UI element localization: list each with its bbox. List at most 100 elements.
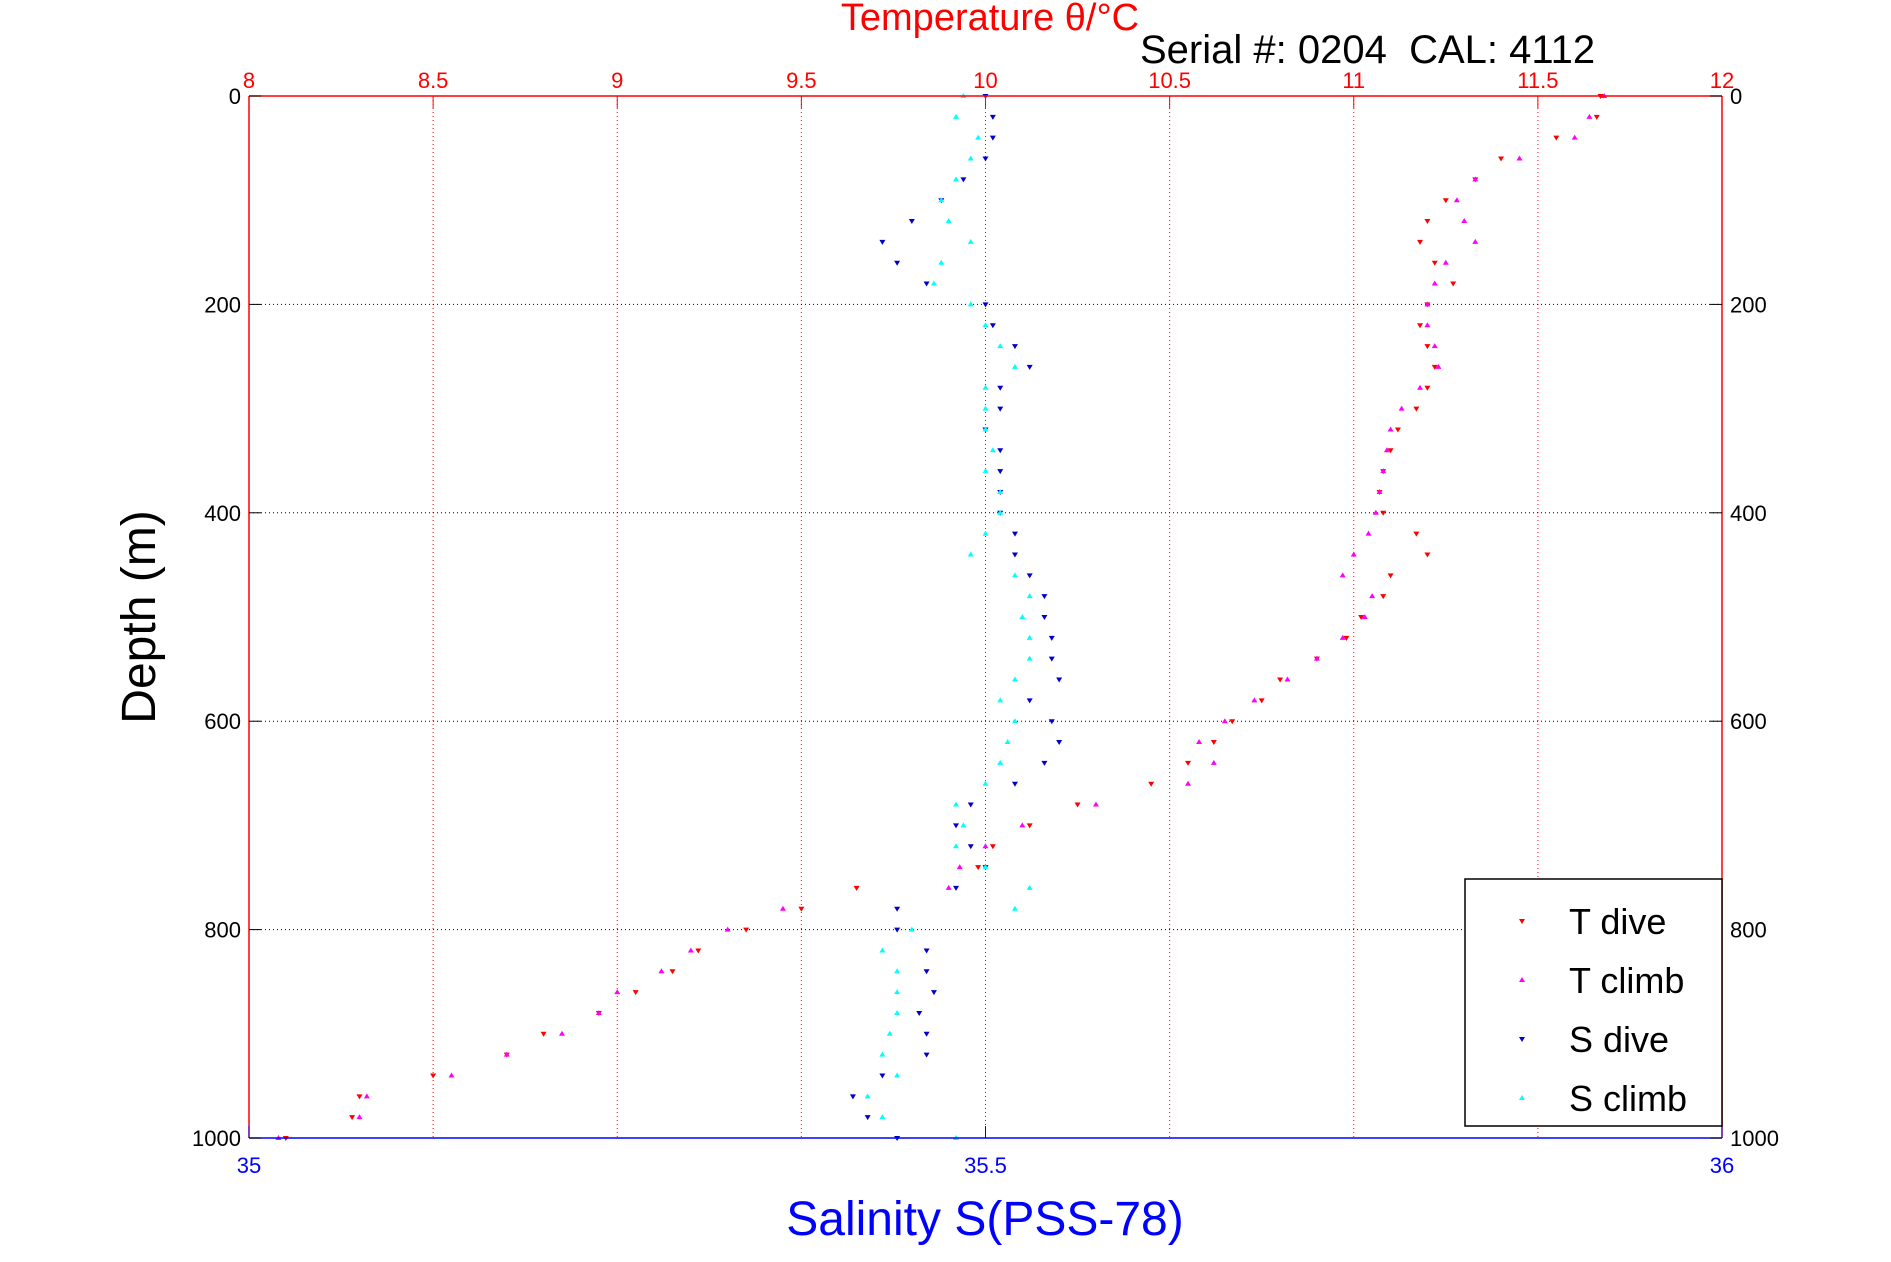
data-point	[503, 1051, 510, 1057]
data-point	[1424, 344, 1431, 350]
data-point	[916, 1010, 923, 1016]
data-point	[953, 113, 960, 119]
data-point	[938, 259, 945, 265]
data-point	[1424, 301, 1431, 307]
y-right-tick-label: 1000	[1730, 1126, 1779, 1151]
data-point	[1074, 802, 1081, 808]
data-point	[1011, 531, 1018, 537]
data-point	[960, 822, 967, 828]
data-point	[967, 844, 974, 850]
data-point	[1442, 259, 1449, 265]
x-top-tick-label: 10.5	[1148, 68, 1191, 93]
data-point	[894, 927, 901, 933]
x-top-tick-label: 9	[611, 68, 623, 93]
data-point	[798, 906, 805, 912]
data-point	[997, 385, 1004, 391]
data-point	[1358, 615, 1365, 620]
data-point	[975, 865, 982, 871]
data-point	[1056, 677, 1063, 683]
data-point	[1417, 323, 1424, 329]
data-point	[1011, 905, 1018, 911]
data-point	[632, 990, 639, 996]
data-point	[1593, 114, 1600, 120]
data-point	[1571, 134, 1578, 140]
data-point	[356, 1094, 363, 1100]
data-point	[1383, 447, 1390, 453]
legend-label: T dive	[1569, 901, 1666, 942]
data-point	[1586, 113, 1593, 119]
data-point	[1210, 759, 1217, 765]
data-point	[982, 384, 989, 390]
legend-label: S dive	[1569, 1019, 1669, 1060]
data-point	[989, 323, 996, 329]
data-point	[1258, 698, 1265, 704]
data-point	[1026, 884, 1033, 890]
x-top-tick-label: 8	[243, 68, 255, 93]
data-point	[1435, 363, 1442, 369]
data-point	[1424, 219, 1431, 225]
data-point	[989, 844, 996, 850]
x-top-tick-label: 12	[1710, 68, 1734, 93]
data-point	[349, 1115, 356, 1121]
data-point	[614, 989, 621, 995]
data-point	[595, 1009, 602, 1015]
data-point	[1041, 594, 1048, 600]
data-point	[864, 1093, 871, 1099]
data-point	[997, 488, 1004, 494]
data-point	[1048, 656, 1055, 662]
data-point	[1041, 615, 1048, 620]
data-point	[982, 780, 989, 786]
data-point	[1185, 760, 1192, 766]
data-point	[695, 948, 702, 954]
data-point	[945, 218, 952, 224]
data-point	[1011, 572, 1018, 578]
data-point	[853, 885, 860, 891]
data-point	[967, 802, 974, 808]
data-point	[1026, 655, 1033, 661]
data-point	[1516, 155, 1523, 161]
y-axis-label: Depth (m)	[113, 510, 166, 723]
data-point	[1380, 510, 1387, 516]
data-point	[1011, 781, 1018, 787]
data-point	[894, 906, 901, 912]
series-t-climb	[275, 93, 1608, 1140]
data-point	[879, 1073, 886, 1079]
data-point	[559, 1030, 566, 1036]
x-bottom-tick-label: 35	[237, 1153, 261, 1178]
data-point	[1365, 530, 1372, 536]
legend: T dive T climb S dive S climb	[1464, 878, 1723, 1127]
data-point	[1026, 698, 1033, 704]
data-point	[967, 238, 974, 244]
data-point	[879, 947, 886, 953]
data-point	[923, 1031, 930, 1037]
x-bottom-tick-label: 36	[1710, 1153, 1734, 1178]
y-left-tick-label: 1000	[192, 1126, 241, 1151]
data-point	[1387, 448, 1394, 454]
data-point	[997, 759, 1004, 765]
data-point	[930, 990, 937, 996]
data-point	[1092, 801, 1099, 807]
data-point	[894, 989, 901, 995]
data-point	[982, 426, 989, 432]
data-point	[1004, 739, 1011, 745]
data-point	[997, 697, 1004, 703]
data-point	[1313, 655, 1320, 661]
data-point	[997, 448, 1004, 454]
y-right-tick-label: 400	[1730, 501, 1767, 526]
data-point	[953, 801, 960, 807]
data-point	[1350, 551, 1357, 557]
data-point	[923, 969, 930, 975]
data-point	[1048, 635, 1055, 641]
data-point	[923, 948, 930, 954]
data-point	[989, 135, 996, 141]
data-point	[894, 968, 901, 974]
data-point	[1056, 740, 1063, 746]
x-top-tick-label: 11	[1342, 68, 1365, 93]
data-point	[356, 1114, 363, 1120]
data-point	[982, 156, 989, 162]
data-point	[1221, 718, 1228, 724]
data-point	[967, 301, 974, 307]
data-point	[1284, 676, 1291, 682]
data-point	[1277, 677, 1284, 683]
